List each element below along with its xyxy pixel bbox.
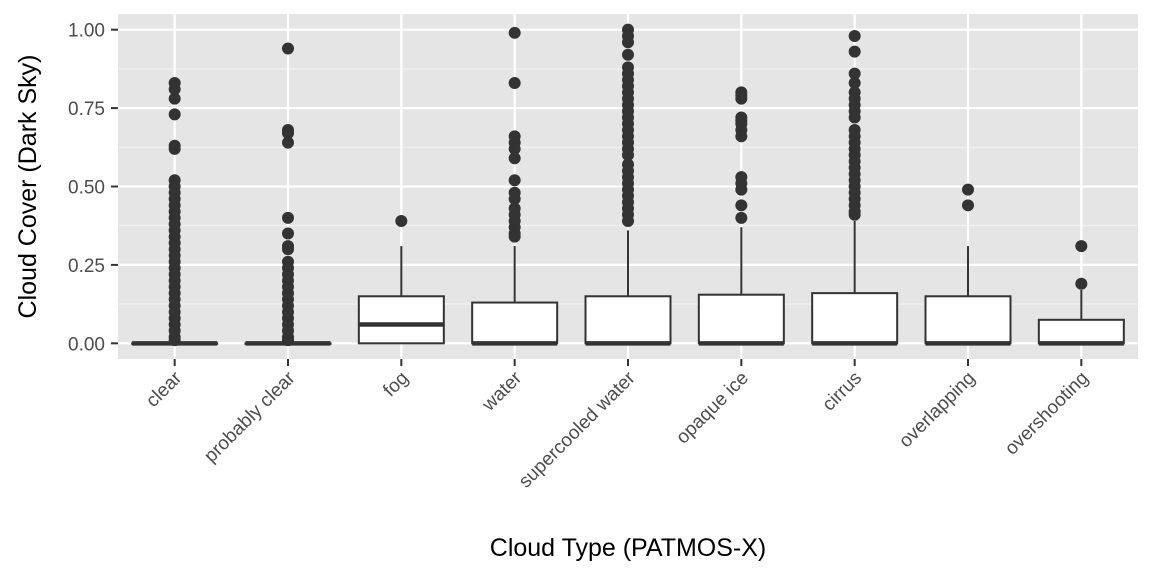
outlier-point: [282, 127, 294, 140]
outlier-point: [508, 142, 521, 155]
outlier-point: [622, 215, 634, 227]
boxes: [131, 23, 1125, 347]
box-overshooting: [1037, 240, 1125, 346]
y-tick-label: 0.00: [68, 334, 105, 355]
iqr-box: [357, 295, 445, 345]
box-clear: [131, 77, 219, 347]
x-tick-label: water: [478, 367, 527, 416]
outlier-point: [962, 199, 974, 212]
outlier-point: [735, 92, 748, 105]
outlier-point: [622, 48, 634, 61]
iqr-box: [471, 301, 559, 345]
outlier-point: [168, 334, 181, 347]
y-tick-label: 0.25: [68, 256, 105, 277]
outlier-point: [508, 230, 521, 243]
outlier-point: [735, 130, 748, 143]
y-tick-label: 0.75: [68, 99, 105, 120]
iqr-box: [811, 292, 899, 345]
outlier-point: [848, 67, 861, 80]
box-opaque-ice: [697, 86, 785, 346]
y-tick-label: 1.00: [68, 21, 105, 42]
box-cirrus: [811, 29, 899, 346]
iqr-box: [1037, 318, 1125, 345]
outlier-point: [168, 83, 181, 96]
x-tick-label: fog: [379, 368, 413, 402]
box-probably-clear: [244, 42, 332, 347]
box-fog: [357, 215, 445, 345]
x-tick-label: overlapping: [895, 368, 979, 452]
outlier-point: [282, 243, 294, 256]
y-axis: 0.00 0.25 0.50 0.75 1.00: [68, 21, 118, 355]
outlier-point: [1075, 277, 1088, 290]
x-tick-label: supercooled water: [515, 367, 640, 492]
outlier-point: [962, 183, 974, 196]
box-overlapping: [924, 183, 1012, 346]
outlier-point: [282, 211, 294, 224]
outlier-point: [168, 108, 181, 121]
outlier-point: [508, 77, 521, 89]
outlier-point: [622, 149, 634, 162]
outlier-point: [282, 334, 294, 347]
outlier-point: [395, 215, 408, 227]
iqr-box: [924, 295, 1012, 345]
x-axis-title: Cloud Type (PATMOS-X): [490, 534, 766, 562]
outlier-point: [508, 26, 521, 39]
x-tick-label: opaque ice: [672, 368, 753, 449]
outlier-point: [848, 29, 861, 42]
outlier-point: [622, 36, 634, 49]
outlier-point: [508, 193, 521, 206]
outlier-point: [282, 42, 294, 55]
outlier-point: [735, 199, 748, 212]
x-tick-label: cirrus: [819, 368, 867, 416]
outlier-point: [848, 111, 861, 124]
box-water: [471, 26, 559, 346]
iqr-box: [584, 295, 672, 345]
outlier-point: [735, 211, 748, 224]
iqr-box: [697, 293, 785, 345]
outlier-point: [508, 174, 521, 187]
outlier-point: [848, 45, 861, 58]
outlier-point: [508, 152, 521, 165]
outlier-point: [1075, 240, 1088, 253]
x-tick-label: probably clear: [200, 367, 300, 467]
outlier-point: [168, 92, 181, 105]
y-tick-label: 0.50: [68, 178, 105, 199]
y-axis-title: Cloud Cover (Dark Sky): [14, 55, 42, 319]
outlier-point: [848, 77, 861, 89]
x-tick-label: clear: [142, 367, 186, 411]
outlier-point: [282, 227, 294, 240]
box-supercooled-water: [584, 23, 672, 346]
outlier-point: [735, 183, 748, 196]
outlier-point: [168, 142, 181, 155]
outlier-point: [848, 208, 861, 221]
x-tick-label: overshooting: [1001, 368, 1093, 460]
outlier-point: [282, 136, 294, 149]
